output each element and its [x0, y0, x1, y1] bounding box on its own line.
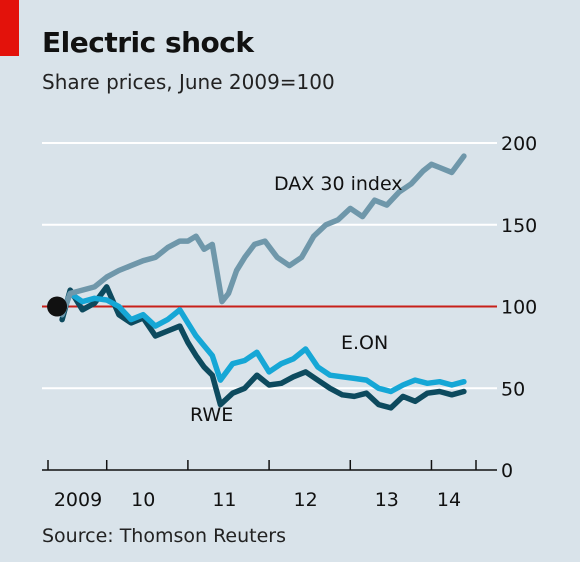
- tick-labels: 0 50 100 150 200 2009 10 11 12 13 14: [54, 133, 537, 511]
- y-tick-label: 150: [501, 215, 537, 237]
- chart-subtitle: Share prices, June 2009=100: [42, 70, 335, 94]
- series-label: RWE: [190, 404, 233, 426]
- series-line-eon: [59, 290, 467, 395]
- series-layer: [47, 153, 467, 411]
- x-tick-label: 13: [375, 489, 399, 511]
- y-tick-label: 200: [501, 133, 537, 155]
- gridlines: [42, 142, 497, 390]
- x-tick-label: 12: [294, 489, 318, 511]
- source-note: Source: Thomson Reuters: [42, 525, 287, 547]
- series-label: E.ON: [341, 332, 388, 354]
- series-labels: DAX 30 index E.ON RWE: [190, 173, 403, 426]
- x-tick-label: 11: [212, 489, 236, 511]
- x-tick-label: 2009: [54, 489, 102, 511]
- series-line-dax: [59, 153, 467, 318]
- start-marker: [47, 296, 68, 317]
- y-tick-label: 100: [501, 297, 537, 319]
- brand-accent-bar: [0, 0, 19, 56]
- y-tick-label: 50: [501, 378, 525, 400]
- x-tick-label: 14: [437, 489, 461, 511]
- y-tick-label: 0: [501, 460, 513, 482]
- x-tick-label: 10: [131, 489, 155, 511]
- chart-title: Electric shock: [42, 26, 254, 59]
- series-label: DAX 30 index: [274, 173, 403, 195]
- x-axis: [42, 460, 497, 471]
- series-line-rwe: [59, 284, 467, 411]
